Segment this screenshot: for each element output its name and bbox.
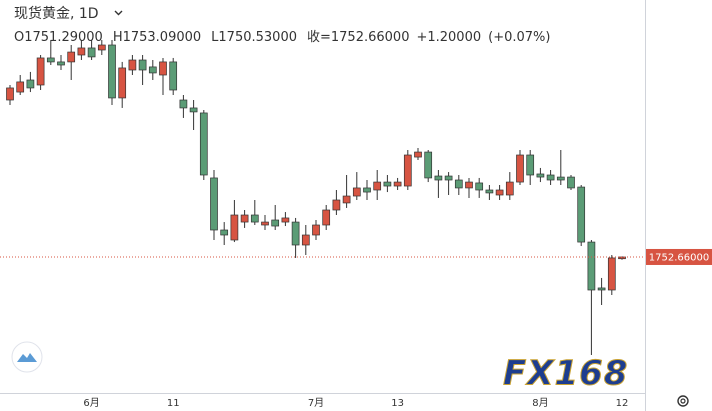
- candle-body: [383, 181, 392, 187]
- x-tick-label: 11: [167, 398, 180, 409]
- settings-button[interactable]: [677, 395, 689, 407]
- candle-body: [403, 154, 412, 187]
- candle-body: [424, 151, 433, 179]
- candle-body: [546, 174, 555, 181]
- candle-body: [6, 87, 14, 101]
- candle-body: [485, 189, 494, 194]
- x-tick-label: 13: [391, 398, 404, 409]
- candle-body: [36, 57, 45, 86]
- candle-body: [516, 154, 524, 183]
- ohlc-value: (+0.07%): [488, 30, 550, 45]
- candle-body: [291, 221, 300, 246]
- candle-body: [587, 241, 596, 291]
- last-price-label: 1752.66000: [649, 252, 709, 263]
- candle-body: [363, 187, 371, 193]
- candle-body: [597, 287, 606, 291]
- candle-body: [342, 195, 351, 204]
- candle-body: [536, 173, 545, 178]
- candle-body: [312, 224, 320, 236]
- candle-body: [220, 229, 229, 236]
- watermark: FX168: [503, 354, 628, 394]
- candle-body: [77, 47, 86, 56]
- candle-body: [577, 186, 586, 243]
- candle-body: [230, 214, 239, 241]
- candle-body: [567, 176, 575, 189]
- candle-body: [607, 257, 616, 291]
- candle-body: [495, 189, 504, 196]
- x-tick-label: 7月: [308, 397, 324, 409]
- candle-body: [179, 99, 188, 109]
- ohlc-legend: O1751.29000 H1753.09000 L1750.53000 收=1752.…: [14, 30, 550, 45]
- candle-body: [250, 214, 259, 223]
- ohlc-value: O1751.29000: [14, 30, 103, 45]
- candle-body: [87, 47, 96, 58]
- candle-body: [210, 177, 218, 231]
- candle-body: [505, 181, 514, 196]
- x-tick-label: 6月: [83, 397, 99, 409]
- candle-body: [454, 179, 463, 189]
- candle-body: [199, 112, 208, 176]
- candle-body: [148, 66, 157, 74]
- ohlc-value: +1.20000: [416, 30, 481, 45]
- candle-body: [138, 59, 147, 71]
- candle-body: [301, 234, 310, 246]
- candle-body: [332, 199, 341, 211]
- candle-body: [414, 151, 422, 158]
- candle-body: [352, 187, 361, 197]
- candle-body: [128, 59, 137, 71]
- candle-body: [281, 217, 290, 223]
- candle-body: [108, 44, 116, 99]
- candle-body: [16, 81, 25, 93]
- candle-body: [465, 181, 473, 189]
- candle-body: [26, 79, 35, 89]
- last-price-box: [646, 248, 712, 265]
- candle-body: [169, 61, 178, 91]
- chart-title: 现货黄金, 1D: [14, 5, 99, 22]
- cloud-button[interactable]: [11, 341, 43, 373]
- candle-body: [67, 51, 76, 63]
- x-tick-label: 8月: [532, 397, 548, 409]
- candle-body: [159, 61, 167, 76]
- candle-body: [475, 182, 484, 191]
- candle-body: [46, 57, 55, 63]
- candle-body: [118, 67, 127, 99]
- candle-body: [393, 181, 402, 187]
- candle-body: [434, 175, 443, 181]
- ohlc-value: 收=1752.66000: [307, 30, 409, 45]
- candle-body: [444, 175, 453, 181]
- candle-body: [57, 61, 65, 66]
- ohlc-value: H1753.09000: [113, 30, 201, 45]
- candle-body: [97, 44, 106, 51]
- candle-body: [526, 154, 535, 176]
- candle-body: [322, 209, 331, 226]
- interval-chevron[interactable]: [114, 10, 123, 16]
- candle-body: [189, 107, 198, 113]
- ohlc-value: L1750.53000: [211, 30, 297, 45]
- x-tick-label: 12: [616, 398, 629, 409]
- candle-body: [373, 181, 382, 191]
- candle-body: [240, 214, 249, 223]
- candle-body: [556, 176, 565, 181]
- candle-body: [261, 221, 269, 226]
- candle-body: [271, 219, 280, 227]
